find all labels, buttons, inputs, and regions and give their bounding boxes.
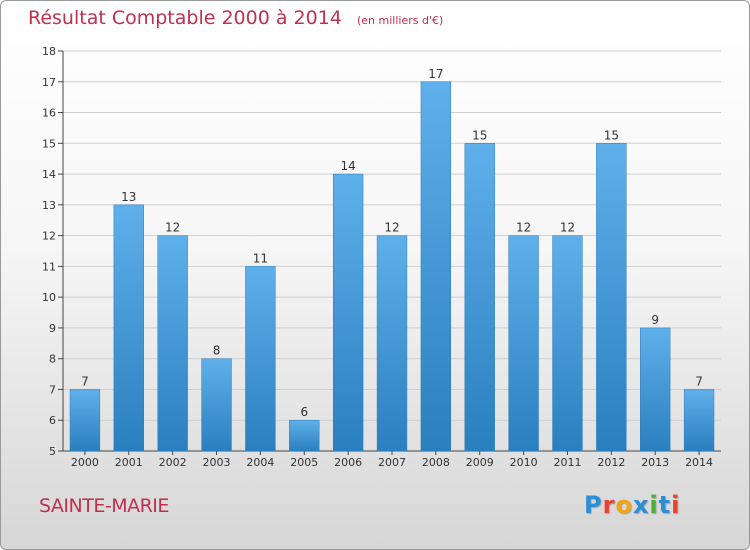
- x-tick-label-2006: 2006: [334, 456, 362, 469]
- bar-2007: [376, 235, 408, 452]
- value-label-2006: 14: [340, 159, 355, 173]
- x-tick-label-2000: 2000: [71, 456, 99, 469]
- y-tick-label-8: 8: [49, 353, 56, 366]
- value-label-2000: 7: [81, 374, 89, 388]
- x-tick-label-2008: 2008: [422, 456, 450, 469]
- bar-2000: [69, 389, 101, 452]
- chart-title: Résultat Comptable 2000 à 2014 (en milli…: [28, 7, 443, 29]
- y-tick-label-11: 11: [42, 260, 56, 273]
- y-tick-label-15: 15: [42, 137, 56, 150]
- x-tick-label-2011: 2011: [553, 456, 581, 469]
- value-label-2010: 12: [516, 221, 531, 235]
- bar-2003: [201, 358, 232, 452]
- value-label-2013: 9: [651, 313, 659, 327]
- y-tick-label-17: 17: [42, 76, 56, 89]
- y-tick-label-9: 9: [49, 322, 56, 335]
- value-label-2012: 15: [604, 128, 619, 142]
- y-tick-label-5: 5: [49, 445, 56, 458]
- x-tick-label-2014: 2014: [685, 456, 713, 469]
- logo-letter: t: [658, 491, 672, 519]
- bar-2012: [596, 143, 627, 452]
- x-tick-label-2005: 2005: [290, 456, 318, 469]
- value-label-2011: 12: [560, 221, 575, 235]
- bar-2001: [113, 204, 144, 452]
- y-tick-label-14: 14: [42, 168, 56, 181]
- x-tick-label-2010: 2010: [510, 456, 538, 469]
- x-tick-label-2012: 2012: [597, 456, 625, 469]
- x-tick-label-2003: 2003: [203, 456, 231, 469]
- y-tick-label-10: 10: [42, 291, 56, 304]
- commune-name: SAINTE-MARIE: [39, 495, 169, 517]
- y-tick-label-16: 16: [42, 107, 56, 120]
- bar-2004: [245, 266, 276, 452]
- y-tick-label-6: 6: [49, 414, 56, 427]
- logo-letter: i: [671, 491, 681, 519]
- value-label-2001: 13: [121, 190, 136, 204]
- value-label-2008: 17: [428, 67, 443, 81]
- bar-2013: [640, 327, 671, 452]
- proxiti-logo: Proxiti: [584, 491, 680, 519]
- bar-2009: [464, 143, 495, 452]
- bar-2011: [552, 235, 583, 452]
- title-unit: (en milliers d'€): [356, 14, 444, 27]
- y-tick-label-13: 13: [42, 199, 56, 212]
- x-tick-label-2009: 2009: [466, 456, 494, 469]
- logo-letter: x: [632, 491, 650, 519]
- value-label-2007: 12: [384, 221, 399, 235]
- bar-2014: [683, 389, 715, 452]
- logo-letter: i: [649, 491, 659, 519]
- logo-letter: o: [615, 491, 633, 519]
- bar-2006: [332, 173, 364, 452]
- x-tick-label-2002: 2002: [159, 456, 187, 469]
- x-tick-label-2001: 2001: [115, 456, 143, 469]
- logo-letter: P: [584, 491, 603, 519]
- bar-2010: [508, 235, 539, 452]
- value-label-2014: 7: [695, 374, 703, 388]
- title-main: Résultat Comptable 2000 à 2014: [28, 7, 342, 29]
- x-tick-label-2004: 2004: [246, 456, 274, 469]
- bar-2002: [157, 235, 188, 452]
- value-label-2005: 6: [300, 405, 308, 419]
- value-label-2009: 15: [472, 128, 487, 142]
- bar-2005: [289, 419, 320, 452]
- value-label-2004: 11: [253, 251, 268, 265]
- x-tick-label-2007: 2007: [378, 456, 406, 469]
- bar-2008: [420, 81, 452, 452]
- x-tick-label-2013: 2013: [641, 456, 669, 469]
- y-tick-label-7: 7: [49, 383, 56, 396]
- y-tick-label-18: 18: [42, 45, 56, 58]
- value-label-2002: 12: [165, 221, 180, 235]
- logo-letter: r: [602, 491, 616, 519]
- y-tick-label-12: 12: [42, 230, 56, 243]
- value-label-2003: 8: [213, 344, 221, 358]
